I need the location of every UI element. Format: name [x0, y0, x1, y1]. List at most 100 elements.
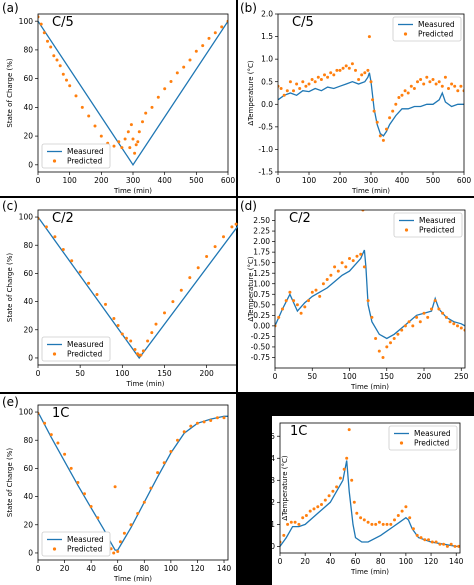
series-predicted-point: [220, 25, 224, 29]
chart-title: 1C: [290, 424, 307, 439]
series-predicted-point: [46, 39, 49, 43]
legend-predicted-swatch: [52, 352, 57, 356]
series-predicted-point: [389, 522, 393, 526]
series-measured-line: [38, 411, 228, 551]
series-predicted-point: [87, 281, 91, 285]
series-predicted-point: [289, 520, 293, 524]
series-predicted-point: [357, 78, 361, 81]
series-predicted-point: [112, 317, 116, 320]
series-predicted-point: [281, 307, 284, 311]
chart-panel-e: 0 20 40 60 80 100 120 140 0 20 40 60 80 100 Time (min)…: [0, 394, 236, 585]
y-tick-label: -0.75: [251, 353, 271, 362]
x-tick-label: 150: [380, 372, 395, 381]
series-predicted-point: [348, 257, 351, 260]
series-predicted-point: [288, 80, 292, 84]
legend-measured-label: Measured: [419, 216, 456, 225]
series-predicted-point: [459, 326, 463, 330]
series-predicted-point: [381, 356, 385, 359]
series-predicted-point: [69, 466, 73, 470]
series-predicted-point: [400, 93, 404, 97]
series-predicted-point: [366, 520, 370, 524]
series-predicted-point: [341, 66, 345, 70]
x-tick-label: 140: [217, 564, 232, 573]
series-predicted-point: [447, 87, 450, 90]
series-predicted-point: [434, 82, 438, 86]
series-predicted-point: [125, 336, 128, 340]
x-tick-label: 50: [75, 369, 85, 378]
y-tick-label: 80: [23, 436, 33, 445]
series-predicted-point: [327, 494, 331, 498]
x-tick-label: 150: [157, 369, 172, 378]
series-predicted-point: [377, 349, 381, 353]
series-predicted-point: [310, 78, 314, 81]
series-predicted-point: [316, 505, 320, 509]
series-predicted-point: [308, 509, 312, 513]
y-tick-label: 0.00: [253, 321, 270, 330]
y-axis-label: ΔTemperature (°C): [247, 60, 255, 125]
panel-label: (c): [2, 199, 18, 213]
y-axis-label: ΔTemperature (°C): [281, 455, 289, 520]
x-tick-label: 250: [454, 372, 469, 381]
series-predicted-point: [150, 105, 154, 109]
series-predicted-point: [397, 96, 401, 99]
legend-predicted-swatch: [52, 547, 57, 551]
chart-panel-a: 0 100 200 300 400 500 600 0 20 40 60 80 100 Time (min…: [0, 0, 236, 196]
series-predicted-point: [141, 120, 144, 124]
series-predicted-point: [78, 270, 82, 274]
series-predicted-point: [445, 544, 449, 548]
y-tick-label: 4: [270, 454, 275, 463]
y-tick-label: 0: [28, 160, 33, 169]
series-predicted-point: [313, 80, 317, 84]
x-tick-label: 120: [190, 564, 205, 573]
series-predicted-point: [338, 476, 342, 480]
series-predicted-point: [171, 300, 175, 304]
legend-box: [388, 425, 458, 451]
series-predicted-point: [367, 35, 371, 39]
y-axis-label: State of Charge (%): [6, 253, 14, 322]
series-predicted-point: [118, 540, 122, 544]
series-predicted-point: [68, 84, 72, 88]
series-predicted-point: [99, 134, 103, 138]
y-tick-label: 40: [23, 492, 33, 501]
series-predicted-point: [74, 94, 78, 98]
series-predicted-point: [369, 80, 373, 84]
series-predicted-point: [350, 62, 354, 66]
series-predicted-point: [359, 516, 363, 520]
series-predicted-point: [162, 461, 166, 465]
y-tick-label: 100: [19, 213, 34, 222]
series-predicted-point: [430, 540, 434, 544]
series-predicted-point: [295, 303, 299, 307]
series-predicted-point: [362, 518, 366, 522]
series-predicted-point: [363, 71, 367, 75]
series-predicted-point: [325, 278, 329, 281]
series-predicted-point: [411, 324, 415, 328]
panel-label: (e): [2, 395, 19, 409]
series-predicted-point: [400, 328, 404, 332]
series-predicted-point: [304, 84, 308, 88]
y-axis-label: State of Charge (%): [6, 58, 14, 127]
series-predicted-point: [188, 58, 192, 62]
series-predicted-point: [61, 72, 65, 76]
y-tick-label: -0.50: [251, 343, 271, 352]
series-predicted-point: [433, 299, 437, 303]
series-predicted-point: [288, 290, 292, 294]
series-predicted-point: [96, 516, 100, 520]
y-tick-label: 2.0: [261, 10, 273, 19]
series-predicted-point: [136, 140, 140, 144]
series-predicted-point: [295, 82, 299, 86]
series-predicted-point: [116, 324, 120, 327]
x-tick-label: 0: [36, 564, 41, 573]
y-tick-label: -1.0: [258, 145, 273, 154]
series-predicted-point: [326, 75, 330, 79]
series-predicted-point: [333, 265, 337, 269]
chart-title: C/5: [292, 15, 314, 30]
x-tick-label: 120: [424, 557, 439, 566]
series-predicted-point: [394, 102, 398, 106]
series-predicted-point: [116, 550, 120, 553]
series-predicted-point: [351, 259, 355, 263]
series-predicted-point: [374, 522, 378, 526]
series-predicted-point: [117, 140, 121, 144]
series-predicted-point: [440, 84, 444, 88]
series-predicted-point: [335, 485, 339, 489]
